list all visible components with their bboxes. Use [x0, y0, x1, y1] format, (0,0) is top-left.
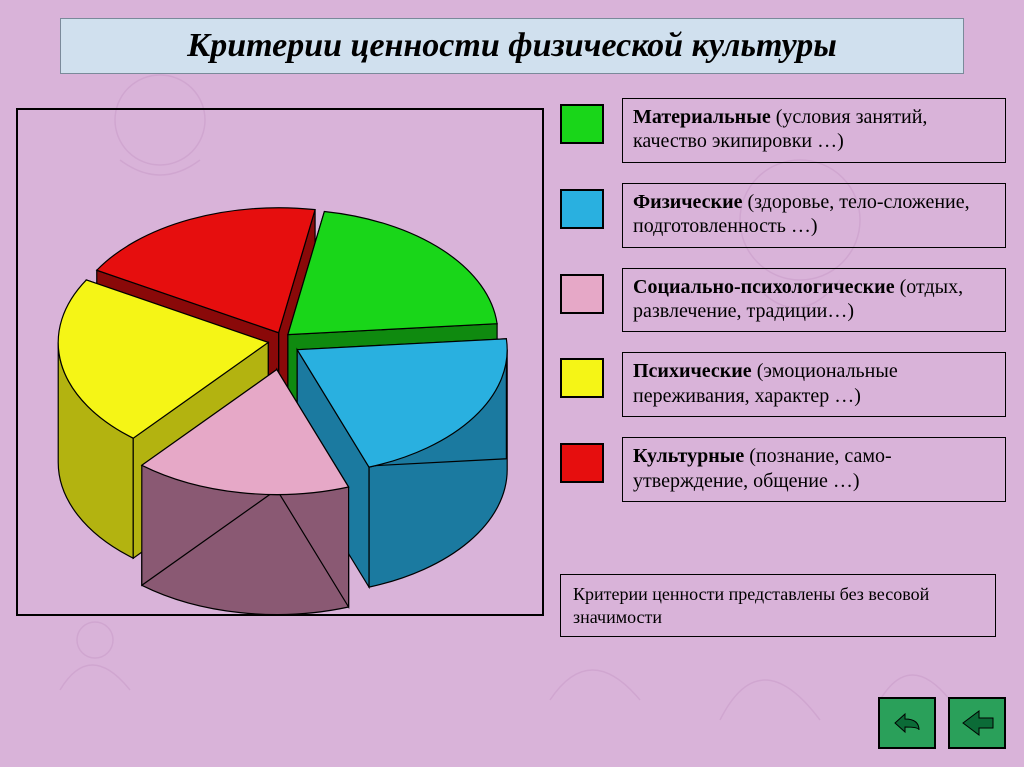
legend-swatch — [560, 358, 604, 398]
legend-row: Культурные (познание, само-утверждение, … — [560, 437, 1006, 502]
page-title: Критерии ценности физической культуры — [187, 27, 837, 65]
legend-label: Культурные (познание, само-утверждение, … — [622, 437, 1006, 502]
title-bar: Критерии ценности физической культуры — [60, 18, 964, 74]
pie-chart — [18, 110, 546, 618]
pie-chart-frame — [16, 108, 544, 616]
footnote: Критерии ценности представлены без весов… — [560, 574, 996, 637]
nav-buttons — [878, 697, 1006, 749]
legend-swatch — [560, 104, 604, 144]
legend-swatch — [560, 274, 604, 314]
legend-row: Социально-психологические (отдых, развле… — [560, 268, 1006, 333]
legend-label: Социально-психологические (отдых, развле… — [622, 268, 1006, 333]
legend-swatch — [560, 443, 604, 483]
legend-row: Материальные (условия занятий, качество … — [560, 98, 1006, 163]
legend-label: Физические (здоровье, тело-сложение, под… — [622, 183, 1006, 248]
legend: Материальные (условия занятий, качество … — [560, 98, 1006, 522]
legend-label: Материальные (условия занятий, качество … — [622, 98, 1006, 163]
back-return-icon — [887, 706, 927, 740]
legend-row: Психические (эмоциональные переживания, … — [560, 352, 1006, 417]
legend-label: Психические (эмоциональные переживания, … — [622, 352, 1006, 417]
nav-return-button[interactable] — [878, 697, 936, 749]
legend-swatch — [560, 189, 604, 229]
legend-row: Физические (здоровье, тело-сложение, под… — [560, 183, 1006, 248]
nav-back-button[interactable] — [948, 697, 1006, 749]
back-arrow-icon — [957, 706, 997, 740]
